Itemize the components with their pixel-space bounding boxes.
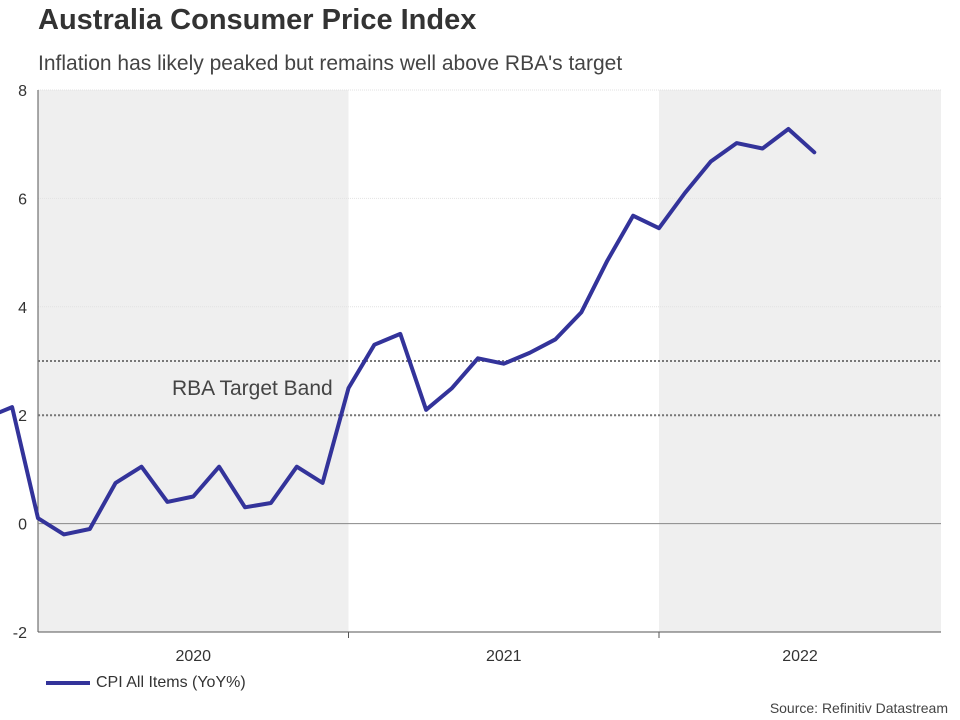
y-tick-label: 4 (18, 300, 27, 317)
cpi-series-line (0, 127, 817, 537)
chart-subtitle: Inflation has likely peaked but remains … (38, 52, 623, 75)
legend: CPI All Items (YoY%) (46, 674, 246, 692)
x-tick-label: 2022 (782, 648, 818, 665)
chart-title: Australia Consumer Price Index (38, 4, 477, 36)
x-tick-label: 2021 (486, 648, 522, 665)
x-tick-label: 2020 (175, 648, 211, 665)
y-tick-label: 8 (18, 83, 27, 100)
legend-label: CPI All Items (YoY%) (96, 674, 246, 691)
y-tick-label: 6 (18, 191, 27, 208)
legend-line-swatch (46, 681, 90, 685)
shaded-band-2020 (38, 90, 349, 632)
target-band-label: RBA Target Band (172, 377, 333, 400)
y-tick-label: -2 (13, 625, 27, 642)
y-tick-label: 0 (18, 517, 27, 534)
source-note: Source: Refinitiv Datastream (769, 700, 948, 716)
y-tick-label: 2 (18, 408, 27, 425)
